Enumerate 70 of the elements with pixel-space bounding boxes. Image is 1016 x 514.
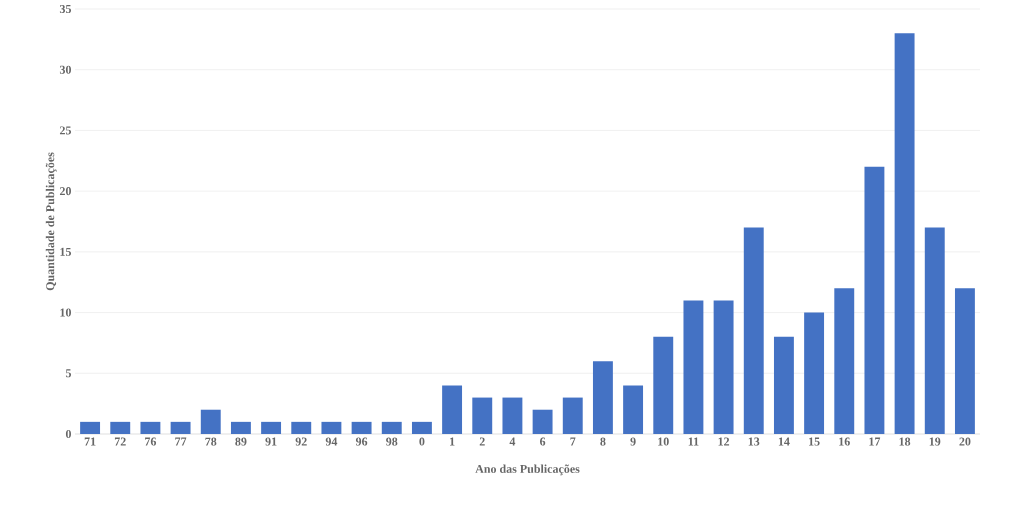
bar — [623, 385, 644, 434]
bar — [532, 409, 553, 434]
x-tick-label: 9 — [630, 437, 636, 446]
x-tick-label: 4 — [509, 437, 516, 446]
x-tick-label: 12 — [718, 437, 730, 446]
bar — [894, 33, 915, 434]
bar — [472, 397, 493, 434]
y-tick-label: 25 — [59, 126, 72, 135]
x-tick-label: 0 — [419, 437, 425, 446]
x-tick-label: 7 — [570, 437, 576, 446]
y-tick-label: 10 — [60, 308, 71, 317]
y-axis-title: Quantidade de Publicações — [45, 152, 57, 291]
y-tick-label: 30 — [59, 65, 71, 74]
bar — [743, 227, 764, 434]
y-tick-label: 20 — [59, 187, 71, 196]
bar — [321, 421, 342, 434]
bar — [442, 385, 463, 434]
x-axis-title: Ano das Publicações — [475, 464, 580, 476]
bar — [200, 409, 221, 434]
bar — [834, 288, 855, 434]
y-tick-label: 0 — [65, 429, 72, 439]
bar — [261, 421, 282, 434]
x-tick-label: 76 — [145, 437, 157, 446]
x-tick-label: 1 — [450, 437, 455, 446]
bar — [592, 361, 613, 434]
x-tick-label: 98 — [386, 437, 398, 446]
bar — [502, 397, 523, 434]
x-tick-label: 96 — [355, 437, 368, 446]
y-tick-label: 15 — [60, 247, 72, 256]
bar — [411, 421, 432, 434]
x-tick-label: 71 — [84, 437, 96, 446]
y-tick-label: 35 — [59, 4, 72, 14]
x-tick-label: 78 — [205, 437, 217, 446]
bar — [683, 300, 704, 434]
x-tick-label: 18 — [899, 437, 911, 446]
x-tick-label: 72 — [114, 437, 126, 446]
x-tick-label: 10 — [658, 437, 669, 446]
x-tick-label: 20 — [959, 437, 971, 446]
bar — [954, 288, 975, 434]
bar — [653, 336, 674, 434]
bar — [773, 336, 794, 434]
x-tick-label: 6 — [540, 437, 546, 446]
bar — [80, 421, 101, 434]
x-tick-label: 19 — [929, 437, 941, 446]
x-tick-label: 13 — [748, 437, 760, 446]
bar — [230, 421, 251, 434]
bar — [864, 166, 885, 434]
bar — [562, 397, 583, 434]
bar — [140, 421, 161, 434]
x-tick-label: 89 — [235, 437, 247, 446]
x-tick-label: 92 — [295, 437, 307, 446]
x-tick-label: 11 — [688, 437, 699, 446]
bar — [381, 421, 402, 434]
bar — [713, 300, 734, 434]
x-tick-label: 91 — [265, 437, 277, 446]
y-tick-label: 5 — [65, 369, 72, 378]
x-tick-label: 14 — [778, 437, 790, 446]
x-tick-label: 16 — [839, 437, 850, 446]
x-tick-label: 8 — [600, 437, 606, 446]
bar — [351, 421, 372, 434]
bar — [110, 421, 131, 434]
x-tick-label: 2 — [479, 437, 485, 446]
x-tick-label: 77 — [175, 437, 187, 446]
bar — [924, 227, 945, 434]
bar — [804, 312, 825, 434]
x-tick-label: 17 — [869, 437, 881, 446]
x-tick-label: 15 — [809, 437, 820, 446]
x-tick-label: 94 — [325, 437, 338, 446]
bar — [170, 421, 191, 434]
bar — [291, 421, 312, 434]
